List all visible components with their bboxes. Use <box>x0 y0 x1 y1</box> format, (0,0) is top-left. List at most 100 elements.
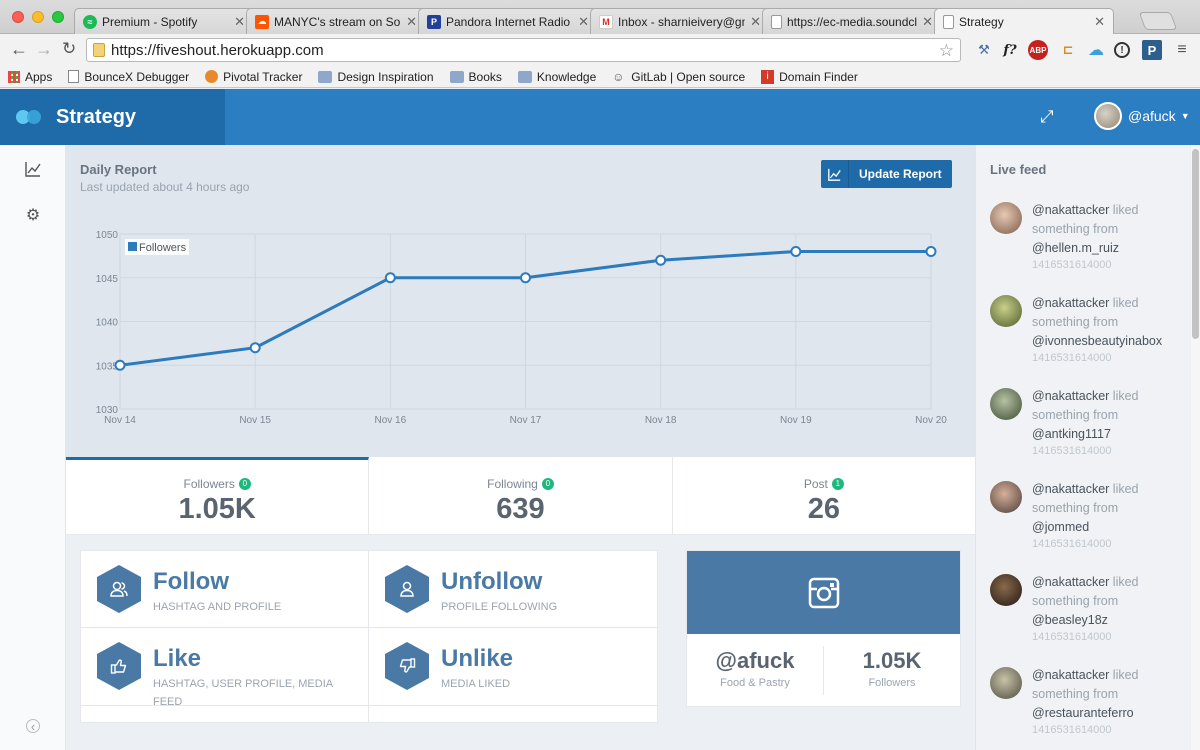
reload-icon[interactable]: ↻ <box>62 39 77 58</box>
cloud-extension-icon[interactable]: ☁ <box>1088 42 1104 59</box>
avatar <box>990 295 1022 327</box>
actions-footer <box>369 706 657 722</box>
feed-item[interactable]: @nakattacker liked something from @ivonnes… <box>990 295 1190 375</box>
stat-following[interactable]: Following 0 639 <box>369 457 673 534</box>
close-tab-icon[interactable]: ✕ <box>922 14 933 29</box>
avatar <box>990 388 1022 420</box>
browser-tab[interactable]: M Inbox - sharnieivery@gma ✕ <box>590 8 770 34</box>
brand[interactable]: Strategy <box>0 89 225 145</box>
bookmark-star-icon[interactable]: ☆ <box>938 41 954 60</box>
feed-text: @nakattacker liked something from @ivonnes… <box>1032 294 1190 351</box>
like-action[interactable]: Like HASHTAG, USER PROFILE, MEDIA FEED <box>81 628 369 708</box>
settings-gear-icon[interactable]: ⚙ <box>25 207 41 224</box>
forward-arrow-icon[interactable]: → <box>35 39 53 59</box>
stat-followers[interactable]: Followers 0 1.05K <box>66 457 370 534</box>
close-tab-icon[interactable]: ✕ <box>1094 14 1105 29</box>
instagram-profile-card: @afuck Food & Pastry 1.05K Followers <box>686 550 961 707</box>
maximize-window-button[interactable] <box>52 11 64 23</box>
feed-timestamp: 1416531614000 <box>1032 445 1112 457</box>
pocket-extension-icon[interactable]: P <box>1142 40 1162 60</box>
url-input[interactable]: https://fiveshout.herokuapp.com ☆ <box>86 38 961 62</box>
page-icon <box>943 14 954 29</box>
data-point <box>384 272 396 284</box>
bookmark-design-inspiration[interactable]: Design Inspiration <box>318 70 434 84</box>
browser-tab[interactable]: ☁ MANYC's stream on Soun ✕ <box>246 8 426 34</box>
close-window-button[interactable] <box>12 11 24 23</box>
browser-tab[interactable]: P Pandora Internet Radio - L ✕ <box>418 8 598 34</box>
whatfont-extension-icon[interactable]: f? <box>1003 42 1017 58</box>
back-arrow-icon[interactable]: ← <box>10 39 28 59</box>
stat-label-row: Followers 0 <box>66 477 368 491</box>
unlike-action[interactable]: Unlike MEDIA LIKED <box>369 628 657 706</box>
pivotal-icon <box>205 70 219 83</box>
y-tick-label: 1045 <box>96 274 119 285</box>
logo-icon <box>16 110 42 124</box>
bookmark-books[interactable]: Books <box>449 70 502 84</box>
bookmark-label: Apps <box>25 69 53 84</box>
users-icon <box>97 565 141 613</box>
y-tick-label: 1035 <box>96 361 119 372</box>
wrench-extension-icon[interactable]: ⚒ <box>978 42 990 57</box>
bookmark-knowledge[interactable]: Knowledge <box>517 70 596 84</box>
actions-grid: Follow HASHTAG AND PROFILE Unfollow PROF… <box>80 550 658 723</box>
x-tick-label: Nov 17 <box>510 415 542 426</box>
bookmark-bouncex[interactable]: BounceX Debugger <box>68 70 189 84</box>
scrollbar-thumb[interactable] <box>1192 149 1199 339</box>
browser-tab[interactable]: https://ec-media.soundclo ✕ <box>762 8 942 34</box>
feed-item[interactable]: @nakattacker liked something from @beasley… <box>990 574 1190 654</box>
adblock-plus-icon[interactable]: ABP <box>1028 40 1048 60</box>
follow-action[interactable]: Follow HASHTAG AND PROFILE <box>81 551 369 628</box>
feed-target: @beasley18z <box>1032 613 1108 627</box>
close-tab-icon[interactable]: ✕ <box>234 14 245 29</box>
tab-title: Pandora Internet Radio - L <box>446 14 573 29</box>
action-name: Unlike <box>441 645 514 672</box>
minimize-window-button[interactable] <box>32 11 44 23</box>
action-description: PROFILE FOLLOWING <box>441 601 558 613</box>
unfollow-action[interactable]: Unfollow PROFILE FOLLOWING <box>369 551 657 628</box>
browser-tab[interactable]: ≈ Premium - Spotify ✕ <box>74 8 254 34</box>
info-extension-icon[interactable]: ! <box>1114 42 1130 58</box>
feed-middle: something from <box>1032 315 1119 329</box>
browser-tab-active[interactable]: Strategy ✕ <box>934 8 1114 34</box>
close-tab-icon[interactable]: ✕ <box>750 14 761 29</box>
feed-item[interactable]: @nakattacker liked something from @antking… <box>990 388 1190 468</box>
data-point <box>520 272 531 284</box>
bookmarklet-extension-icon[interactable]: ⊏ <box>1062 42 1074 57</box>
action-name: Unfollow <box>441 568 543 595</box>
bookmark-label: BounceX Debugger <box>84 69 190 84</box>
app-header: Strategy ⤢ @afuck ▼ <box>0 89 1200 145</box>
new-tab-button[interactable] <box>1138 12 1178 30</box>
feed-action: liked <box>1112 389 1139 403</box>
feed-item[interactable]: @nakattacker liked something from @hellen.… <box>990 202 1190 282</box>
bookmark-domain-finder[interactable]: i Domain Finder <box>761 69 858 84</box>
data-point <box>925 246 937 257</box>
feed-target: @restauranteferro <box>1032 706 1134 720</box>
feed-item[interactable]: @nakattacker liked something from @jommed … <box>990 481 1190 561</box>
bookmark-pivotal[interactable]: Pivotal Tracker <box>205 70 302 84</box>
chevron-down-icon: ▼ <box>1180 111 1190 121</box>
collapse-sidebar-icon[interactable]: ‹ <box>26 719 40 734</box>
bookmark-apps[interactable]: Apps <box>8 70 52 84</box>
stat-post[interactable]: Post 1 26 <box>673 457 975 534</box>
stat-label-row: Post 1 <box>673 477 975 491</box>
feed-action: liked <box>1112 575 1139 589</box>
update-report-button[interactable]: Update Report <box>821 160 952 188</box>
avatar <box>990 481 1022 513</box>
user-menu[interactable]: @afuck ▼ <box>1094 102 1190 130</box>
feed-scrollbar[interactable] <box>1191 145 1200 750</box>
page-icon <box>68 70 80 83</box>
legend-box <box>125 239 189 255</box>
close-tab-icon[interactable]: ✕ <box>406 14 417 29</box>
x-tick-label: Nov 15 <box>239 415 271 426</box>
pandora-icon: P <box>427 14 441 29</box>
feed-item[interactable]: @nakattacker liked something from @restaur… <box>990 667 1190 747</box>
menu-hamburger-icon[interactable]: ≡ <box>1177 41 1187 58</box>
chart-icon[interactable] <box>23 159 43 179</box>
data-point <box>249 342 261 354</box>
bookmark-gitlab[interactable]: ☺ GitLab | Open source <box>612 70 745 84</box>
feed-actor: @nakattacker <box>1032 482 1110 496</box>
expand-icon[interactable]: ⤢ <box>1040 107 1054 126</box>
close-tab-icon[interactable]: ✕ <box>578 14 589 29</box>
feed-target: @jommed <box>1032 520 1090 534</box>
actions-footer <box>81 706 369 722</box>
